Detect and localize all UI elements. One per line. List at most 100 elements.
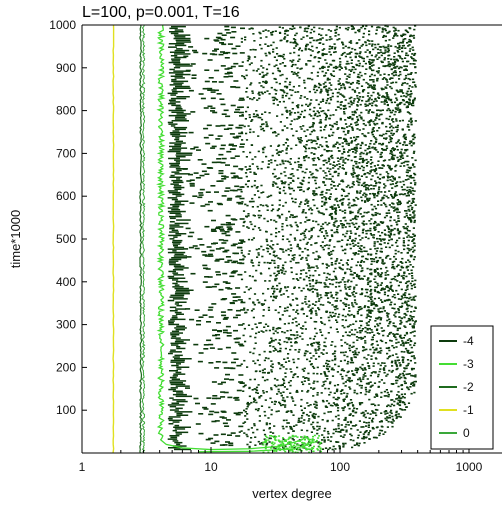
series-minus4-point [224,57,230,59]
series-minus4-point [286,306,289,309]
series-minus4-point [378,350,381,353]
series-minus4-point [327,253,330,255]
series-minus4-point [354,301,357,304]
series-minus4-point [401,154,404,156]
series-minus4-point [395,108,398,111]
series-minus4-point [409,27,412,30]
series-minus4-point [327,448,330,451]
series-minus4-point [242,422,245,424]
series-minus4-point [378,434,381,437]
series-minus4-point [223,128,229,130]
series-minus4-point [336,240,339,243]
series-minus4-point [390,278,393,281]
series-minus4-point [252,69,255,72]
series-minus4-point [343,216,346,219]
series-minus4-point [376,212,379,215]
series-minus4-point [376,176,380,179]
series-minus4-point [365,165,369,167]
series-minus4-point [362,194,365,196]
series-minus4-point [220,311,226,313]
series-minus4-point [349,40,353,42]
series-minus4-point [390,140,393,143]
series-minus4-point [392,64,395,67]
series-minus4-point [372,352,375,354]
series-minus4-point [340,369,343,372]
series-minus4-point [232,296,238,298]
series-minus4-point [278,204,281,206]
series-minus4-point [289,182,292,184]
series-minus4-point [385,375,388,377]
series-minus4-point [390,119,394,121]
series-minus4-point [402,40,405,42]
series-minus4-point [299,335,302,338]
series-minus4-point [340,259,343,261]
series-minus4-point [396,202,399,204]
series-minus4-point [325,232,328,234]
series-minus4-point [358,65,361,67]
series-minus4-point [267,306,270,309]
series-minus4-point [395,99,399,101]
series-minus4-point [330,368,333,371]
series-minus4-point [318,186,321,189]
series-minus4-point [328,78,331,81]
series-minus4-point [298,58,301,61]
series-minus4-point [377,274,380,276]
series-minus4-point [240,41,243,43]
series-minus4-point [326,235,329,237]
series-minus4-point [291,214,294,216]
series-minus4-point [388,369,391,372]
series-minus4-point [319,294,322,296]
series-minus4-point [334,208,337,210]
series-minus4-point [333,185,336,187]
series-minus4-point [251,92,254,94]
series-minus4-point [391,73,394,75]
series-minus4-point [232,260,238,263]
series-minus4-point [272,328,275,331]
series-minus4-point [385,101,388,103]
series-minus4-point [384,86,387,88]
series-minus4-point [352,28,355,30]
series-minus4-point [348,334,351,337]
chart-title: L=100, p=0.001, T=16 [82,4,240,21]
series-minus4-point [370,292,373,295]
series-minus4-point [333,165,337,167]
series-minus4-point [293,286,296,288]
series-minus4-point [393,260,396,263]
series-minus4-point [351,182,354,185]
series-minus4-point [282,391,285,393]
series-minus4-point [312,426,315,428]
series-minus4-point [215,248,221,250]
series-minus4-point [396,49,399,52]
series-minus4-point [296,118,299,120]
series-minus4-point [204,255,210,257]
series-minus4-point [344,331,347,334]
series-minus4-point [285,86,289,89]
series-minus4-point [322,181,325,183]
series-minus4-point [274,93,277,95]
series-minus4-point [325,39,328,41]
series-minus4-point [348,235,352,238]
series-minus4-point [287,322,290,325]
series-minus4-point [246,168,249,171]
series-minus4-point [317,57,320,59]
series-minus4-point [368,398,371,401]
series-minus4-point [373,143,376,145]
series-minus4-point [410,351,413,354]
series-minus4-point [327,387,330,390]
series-minus4-point [378,333,381,335]
series-minus4-point [320,392,323,394]
series-minus4-point [257,150,260,153]
series-minus4-point [352,148,355,150]
series-minus4-point [271,259,274,262]
series-minus4-point [323,436,326,439]
series-minus4-point [370,62,373,64]
series-minus4-point [410,383,413,385]
series-minus4-point [363,372,367,374]
series-minus4-point [296,366,299,369]
series-minus4-point [389,331,393,334]
series-minus4-point [352,323,355,325]
series-minus4-point [343,354,346,357]
series-minus4-point [368,58,371,61]
series-minus4-point [338,78,341,80]
series-minus4-point [261,304,264,306]
